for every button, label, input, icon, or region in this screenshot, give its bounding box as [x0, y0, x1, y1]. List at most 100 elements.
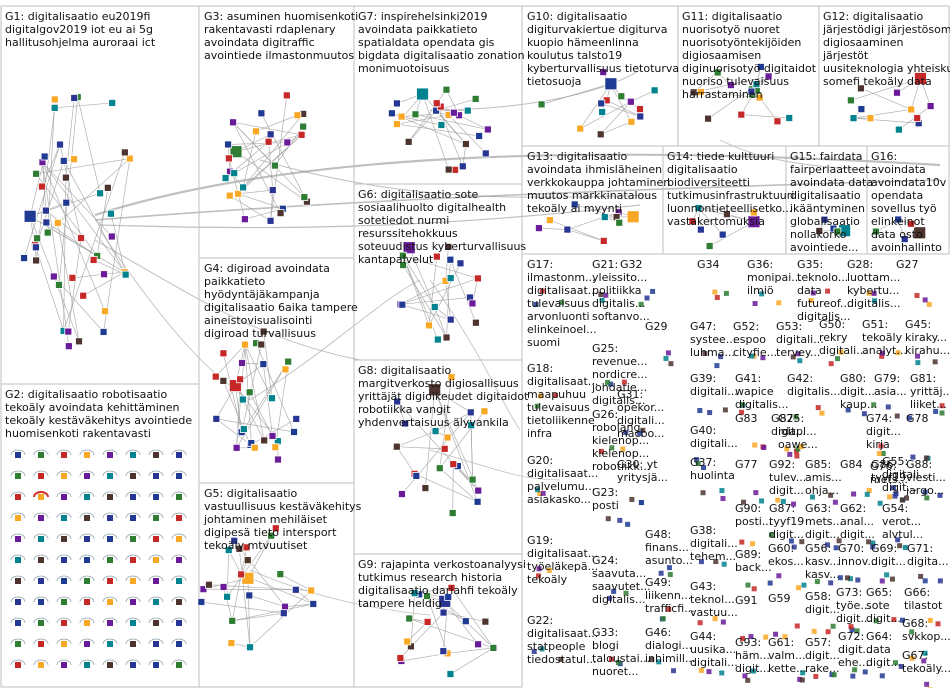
- node-avatar: [895, 537, 901, 543]
- edge: [232, 612, 284, 622]
- group-label-line: digitalisaatio dariahfi tekoäly: [358, 584, 518, 597]
- group-label-line: G30: yt: [617, 458, 658, 471]
- self-loop-edge: [10, 596, 26, 603]
- node-avatar: [913, 114, 922, 122]
- edge: [249, 392, 273, 437]
- node-avatar: [879, 578, 885, 584]
- group-label-line: G69:: [871, 542, 897, 555]
- node-avatar: [444, 243, 453, 251]
- node-avatar: [33, 234, 42, 243]
- group-label-line: G86:: [871, 458, 897, 471]
- group-label-line: digitalis...: [735, 398, 788, 411]
- node-avatar: [608, 381, 614, 387]
- group-label-line: G21:: [592, 258, 618, 271]
- node-avatar: [38, 557, 44, 563]
- node-avatar: [650, 288, 656, 294]
- node-avatar: [467, 421, 476, 430]
- node-avatar: [788, 538, 794, 544]
- node-avatar: [230, 169, 239, 178]
- group-label-line: G88:: [906, 458, 932, 471]
- group-label-line: G44:: [690, 630, 716, 643]
- group-label-g4: G4: digiroad avoindata paikkatieto hyödynt…: [204, 262, 358, 340]
- group-label-line: saavutet...: [592, 580, 651, 593]
- node-avatar: [862, 669, 868, 675]
- group-label-g87: G87: tyyf19 digit...: [769, 502, 804, 541]
- group-label-line: tekoäly mtvuutiset: [204, 539, 308, 552]
- group-label-line: svkkop...: [902, 630, 950, 643]
- node-avatar: [814, 579, 820, 585]
- self-loop-edge: [125, 575, 141, 582]
- node-avatar: [444, 593, 453, 601]
- node-avatar: [937, 492, 943, 498]
- node-avatar: [466, 408, 475, 417]
- node-avatar: [432, 106, 440, 115]
- node-avatar: [153, 452, 159, 458]
- node-avatar: [776, 573, 782, 579]
- group-label-line: robotiikka vangit: [358, 403, 451, 416]
- group-label-line: paikkatieto: [204, 275, 266, 288]
- self-loop-edge: [56, 638, 72, 645]
- group-label-g61: G61: valm... kette...: [768, 636, 807, 675]
- edge: [57, 222, 80, 342]
- group-label-g1: G1: digitalisaatio eu2019fi digitalgov201…: [5, 10, 156, 49]
- group-label-line: kielenop...: [592, 447, 649, 460]
- node-avatar: [539, 288, 545, 294]
- group-label-line: mets...: [870, 473, 908, 486]
- group-label-line: G52:: [733, 320, 759, 333]
- node-avatar: [291, 585, 300, 594]
- edge: [401, 412, 472, 495]
- group-label-g78: G78: [906, 412, 929, 425]
- edge: [426, 595, 448, 654]
- node-avatar: [433, 335, 442, 344]
- group-label-line: data osto: [871, 228, 923, 241]
- node-avatar: [599, 236, 608, 245]
- self-loop-edge: [79, 554, 95, 561]
- self-loop-edge: [79, 659, 95, 666]
- node-avatar: [224, 546, 233, 554]
- self-loop-edge: [33, 554, 49, 561]
- group-label-line: tekoäly: [527, 573, 568, 586]
- group-label-line: G77: [735, 458, 758, 471]
- node-avatar: [388, 109, 396, 118]
- node-avatar: [70, 94, 79, 102]
- group-label-g76: G76: mets...: [870, 460, 908, 486]
- node-avatar: [62, 198, 71, 207]
- node-avatar: [100, 270, 108, 279]
- node-avatar: [15, 662, 21, 668]
- node-avatar: [56, 140, 64, 149]
- group-label-g80: G80: digit... kaup...: [840, 372, 877, 411]
- edge: [428, 263, 461, 326]
- node-avatar: [55, 281, 63, 289]
- group-label-line: ekos...: [768, 555, 804, 568]
- edge: [630, 90, 655, 103]
- node-avatar: [176, 494, 182, 500]
- group-label-line: G26:: [592, 408, 618, 421]
- group-label-line: G15: fairdata: [790, 150, 863, 163]
- group-label-line: G10: digitalisaatio: [527, 10, 628, 23]
- node-avatar: [229, 118, 237, 127]
- group-label-g64: G64: data digit...: [866, 630, 901, 669]
- node-avatar: [432, 252, 441, 261]
- node-avatar: [449, 460, 458, 469]
- node-avatar: [820, 215, 829, 224]
- group-label-line: luottam...: [847, 271, 900, 284]
- edge: [402, 255, 436, 308]
- node-avatar: [481, 617, 490, 626]
- group-label-g40: G40: digitali...: [690, 424, 738, 450]
- self-loop-edge: [56, 491, 72, 498]
- group-label-line: G47:: [690, 320, 716, 333]
- self-loop-edge: [33, 470, 49, 477]
- group-label-g2: G2: digitalisaatio robotisaatio tekoäly a…: [5, 388, 192, 440]
- group-label-g37: G37: huolinta: [690, 456, 735, 482]
- node-avatar: [219, 349, 228, 358]
- node-avatar: [795, 446, 801, 452]
- node-avatar: [697, 620, 703, 626]
- node-avatar: [49, 272, 58, 281]
- node-avatar: [782, 634, 788, 640]
- node-avatar: [649, 657, 655, 663]
- node-avatar: [798, 444, 804, 450]
- group-label-line: dialogi...: [645, 639, 692, 652]
- group-label-line: robotiikk...: [592, 460, 650, 473]
- self-loop-edge: [125, 512, 141, 519]
